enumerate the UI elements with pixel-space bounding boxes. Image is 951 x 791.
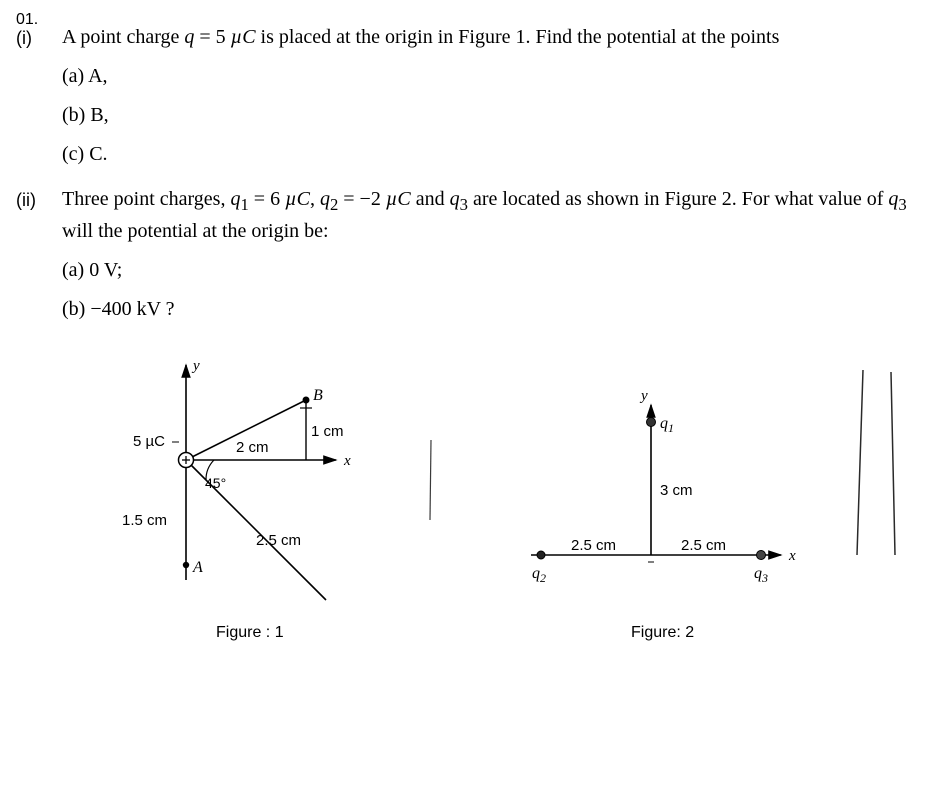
sep1: , — [310, 188, 320, 210]
b-2cm: 2 cm — [236, 439, 269, 456]
q3b: q — [888, 188, 898, 210]
figures-row: y x B 1 cm 2 cm 45° 2.5 cm A 1.5 cm — [16, 350, 935, 650]
t1: and — [411, 188, 450, 210]
q3-label: q3 — [754, 565, 768, 585]
a-label: A — [192, 559, 203, 576]
eq: = 5 — [194, 26, 230, 48]
q2-label: q2 — [532, 565, 546, 585]
right-dist: 2.5 cm — [681, 537, 726, 554]
x-axis-label: x — [343, 453, 351, 469]
figure-1-caption: Figure : 1 — [216, 621, 446, 644]
y-dist: 3 cm — [660, 482, 693, 499]
unit: µC — [231, 26, 256, 48]
stray-mark-mid — [416, 350, 446, 610]
part-i-c: (c) C. — [62, 140, 935, 169]
u2: µC — [386, 188, 411, 210]
s1: 1 — [240, 195, 248, 214]
var-q: q — [184, 26, 194, 48]
q1-label: q1 — [660, 415, 674, 435]
origin-label: 5 µC — [133, 433, 165, 450]
part-i: (i) A point charge q = 5 µC is placed at… — [16, 23, 935, 179]
s3b: 3 — [898, 195, 906, 214]
a-dist: 1.5 cm — [122, 512, 167, 529]
y-axis-label: y — [191, 358, 200, 374]
u1: µC — [285, 188, 310, 210]
point-a — [183, 562, 189, 568]
b-label: B — [313, 387, 323, 404]
part-i-label: (i) — [16, 23, 62, 179]
s3: 3 — [460, 195, 468, 214]
point-q1 — [647, 418, 656, 427]
figure-1-svg: y x B 1 cm 2 cm 45° 2.5 cm A 1.5 cm — [86, 350, 446, 610]
figure-2: y x q1 3 cm q2 2.5 cm q3 2.5 cm Figure: … — [496, 350, 836, 644]
figure-2-caption: Figure: 2 — [631, 621, 836, 644]
txt2: is placed at the origin in Figure 1. Fin… — [256, 26, 780, 48]
t2: are located as shown in Figure 2. For wh… — [468, 188, 888, 210]
stray-lines-right — [845, 360, 905, 570]
t0: Three point charges, — [62, 188, 230, 210]
part-ii: (ii) Three point charges, q1 = 6 µC, q2 … — [16, 185, 935, 334]
txt: A point charge — [62, 26, 184, 48]
point-q3 — [757, 551, 766, 560]
q1: q — [230, 188, 240, 210]
c-dist: 2.5 cm — [256, 532, 301, 549]
line-to-c — [186, 460, 326, 600]
b-1cm: 1 cm — [311, 423, 344, 440]
part-i-text: A point charge q = 5 µC is placed at the… — [62, 23, 935, 52]
part-ii-label: (ii) — [16, 185, 62, 334]
point-q2 — [537, 551, 545, 559]
part-ii-b: (b) −400 kV ? — [62, 295, 935, 324]
e1: = 6 — [249, 188, 285, 210]
t3: will the potential at the origin be: — [62, 220, 329, 242]
y-label-2: y — [639, 388, 648, 404]
left-dist: 2.5 cm — [571, 537, 616, 554]
figure-2-svg: y x q1 3 cm q2 2.5 cm q3 2.5 cm — [496, 350, 836, 610]
x-label-2: x — [788, 548, 796, 564]
part-ii-a: (a) 0 V; — [62, 256, 935, 285]
q2: q — [320, 188, 330, 210]
part-i-body: A point charge q = 5 µC is placed at the… — [62, 23, 935, 179]
part-i-a: (a) A, — [62, 62, 935, 91]
part-ii-body: Three point charges, q1 = 6 µC, q2 = −2 … — [62, 185, 935, 334]
figure-1: y x B 1 cm 2 cm 45° 2.5 cm A 1.5 cm — [86, 350, 446, 644]
part-i-b: (b) B, — [62, 101, 935, 130]
e2: = −2 — [338, 188, 386, 210]
part-ii-text: Three point charges, q1 = 6 µC, q2 = −2 … — [62, 185, 935, 246]
q3: q — [450, 188, 460, 210]
